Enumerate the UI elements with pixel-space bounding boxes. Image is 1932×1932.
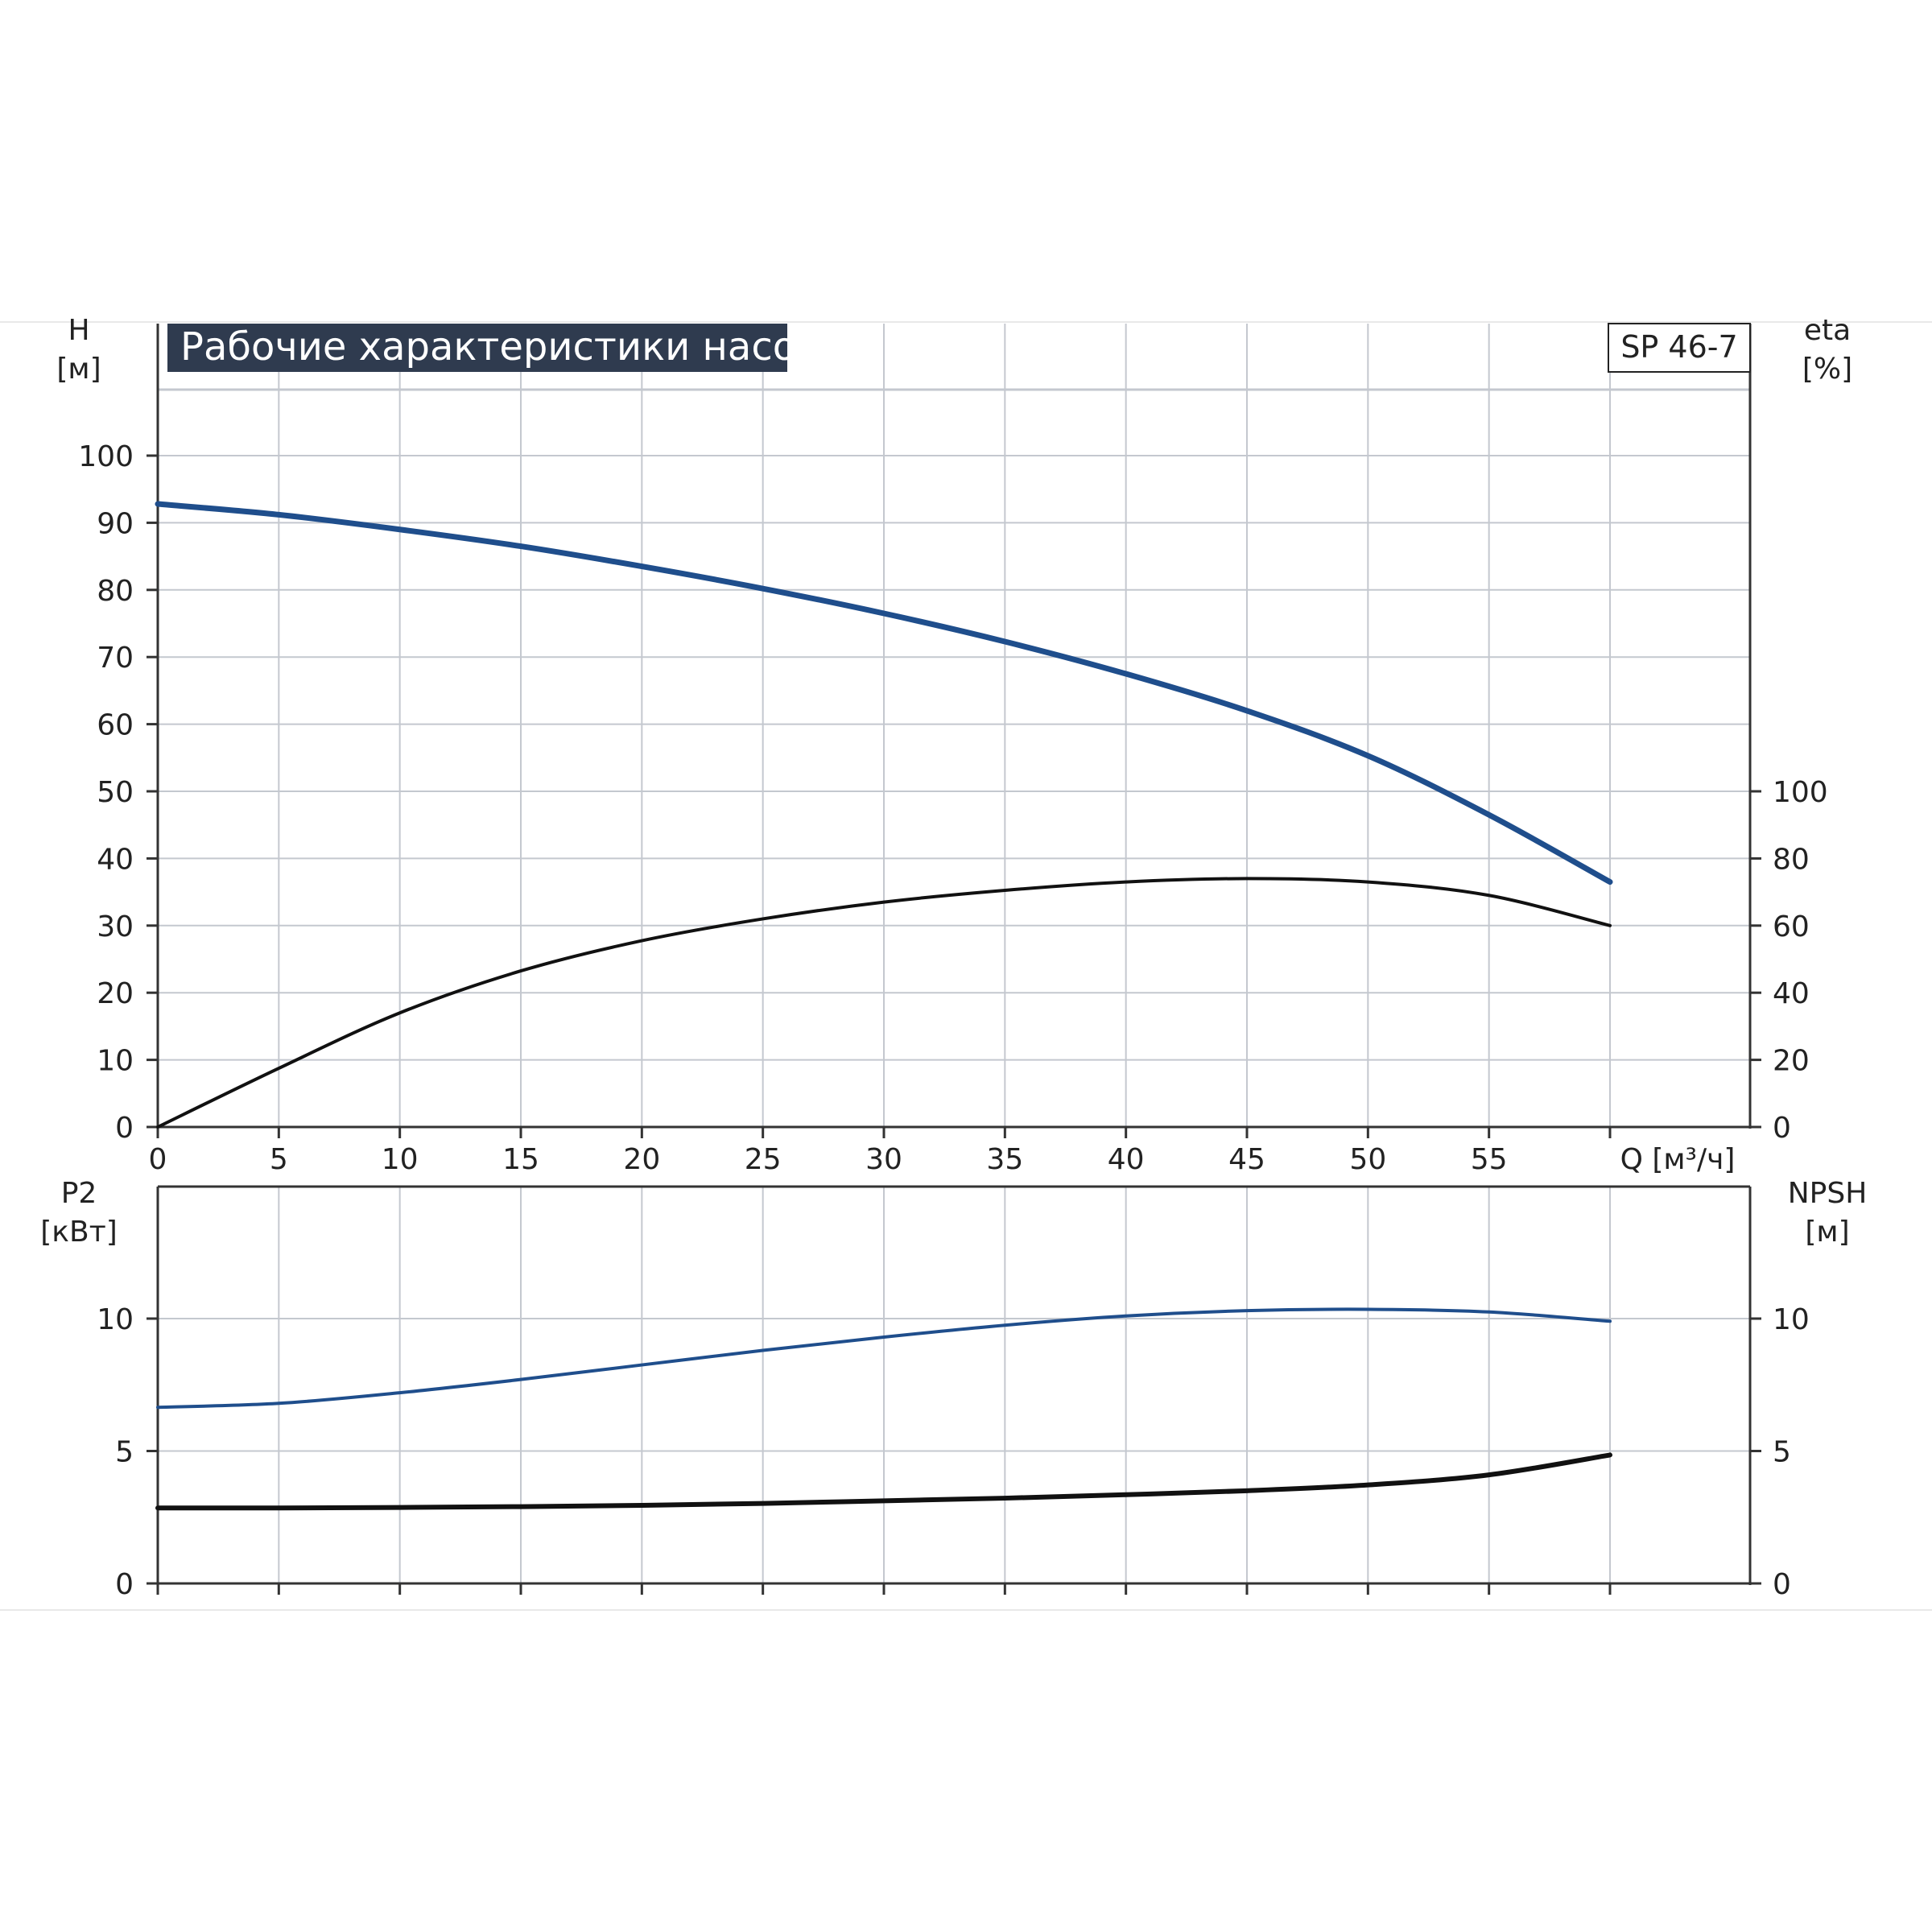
chart-title: Рабочие характеристики насоса xyxy=(180,324,841,369)
y-left-tick-label: 0 xyxy=(115,1112,134,1145)
y-right-tick-label: 20 xyxy=(1773,1045,1810,1078)
y-left-tick-label: 60 xyxy=(97,709,134,742)
x-tick-label: 20 xyxy=(623,1143,660,1176)
x-tick-label: 40 xyxy=(1108,1143,1145,1176)
model-label: SP 46-7 xyxy=(1620,329,1737,365)
y-left-tick-label: 20 xyxy=(97,977,134,1010)
y-left-axis-title: [м] xyxy=(56,353,101,386)
y-right-tick-label: 100 xyxy=(1773,776,1828,809)
y-left-tick-label: 10 xyxy=(97,1303,134,1336)
y-right-axis-title: [м] xyxy=(1805,1216,1849,1249)
y-right-tick-label: 5 xyxy=(1773,1436,1791,1469)
x-tick-label: 15 xyxy=(502,1143,539,1176)
y-right-axis-title: eta xyxy=(1804,314,1851,347)
y-left-tick-label: 80 xyxy=(97,575,134,608)
y-right-axis-title: NPSH xyxy=(1788,1177,1868,1210)
x-tick-label: 50 xyxy=(1349,1143,1386,1176)
x-tick-label: 45 xyxy=(1228,1143,1265,1176)
y-left-tick-label: 40 xyxy=(97,843,134,876)
y-left-axis-title: [кВт] xyxy=(40,1216,118,1249)
x-tick-label: 5 xyxy=(270,1143,288,1176)
y-left-tick-label: 70 xyxy=(97,642,134,675)
x-tick-label: 10 xyxy=(382,1143,419,1176)
x-tick-label: 30 xyxy=(865,1143,902,1176)
y-right-tick-label: 60 xyxy=(1773,910,1810,943)
y-left-tick-label: 50 xyxy=(97,776,134,809)
y-left-tick-label: 30 xyxy=(97,910,134,943)
y-left-tick-label: 90 xyxy=(97,507,134,540)
x-tick-label: 25 xyxy=(745,1143,782,1176)
y-left-tick-label: 10 xyxy=(97,1045,134,1078)
y-right-tick-label: 40 xyxy=(1773,977,1810,1010)
y-right-tick-label: 0 xyxy=(1773,1112,1791,1145)
y-left-axis-title: P2 xyxy=(61,1177,97,1210)
x-axis-title: Q [м³/ч] xyxy=(1620,1143,1736,1176)
y-left-tick-label: 0 xyxy=(115,1568,134,1601)
y-left-tick-label: 100 xyxy=(78,440,134,473)
x-tick-label: 55 xyxy=(1471,1143,1508,1176)
y-right-tick-label: 0 xyxy=(1773,1568,1791,1601)
frame-layer xyxy=(147,324,1761,1595)
x-tick-label: 35 xyxy=(986,1143,1023,1176)
y-right-tick-label: 80 xyxy=(1773,843,1810,876)
y-right-axis-title: [%] xyxy=(1802,353,1852,386)
y-right-tick-label: 10 xyxy=(1773,1303,1810,1336)
x-tick-label: 0 xyxy=(149,1143,167,1176)
y-left-axis-title: H xyxy=(68,314,89,347)
y-left-tick-label: 5 xyxy=(115,1436,134,1469)
